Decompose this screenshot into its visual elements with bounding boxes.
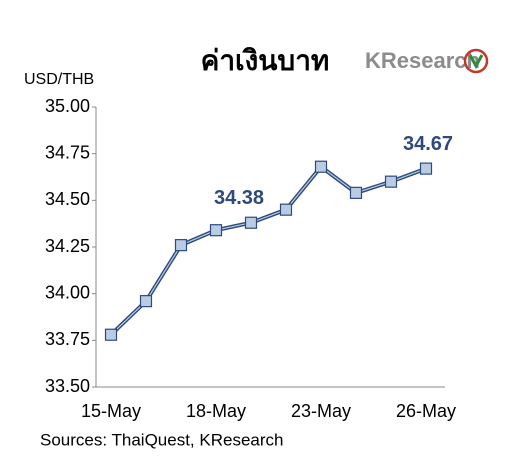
marker bbox=[279, 203, 293, 216]
y-tick-label: 33.75 bbox=[45, 329, 90, 349]
value-label: 34.67 bbox=[403, 133, 453, 155]
x-tick-label: 26-May bbox=[396, 401, 456, 421]
y-tick-label: 33.50 bbox=[45, 376, 90, 396]
marker bbox=[104, 328, 118, 341]
y-tick-label: 34.00 bbox=[45, 282, 90, 302]
marker bbox=[174, 239, 188, 252]
marker bbox=[209, 224, 223, 237]
logo: KResearch bbox=[365, 48, 480, 73]
chart-title: ค่าเงินบาท bbox=[201, 44, 330, 77]
line-shadow bbox=[109, 163, 427, 337]
marker bbox=[314, 160, 328, 173]
x-tick-label: 15-May bbox=[81, 401, 141, 421]
value-label: 34.38 bbox=[214, 187, 264, 209]
marker bbox=[244, 216, 258, 229]
x-tick-label: 18-May bbox=[186, 401, 246, 421]
marker bbox=[384, 175, 398, 188]
y-tick-label: 34.25 bbox=[45, 236, 90, 256]
y-tick-label: 35.00 bbox=[45, 96, 90, 116]
y-axis-label: USD/THB bbox=[24, 71, 94, 88]
y-tick-label: 34.75 bbox=[45, 142, 90, 162]
source: Sources: ThaiQuest, KResearch bbox=[40, 430, 283, 449]
logo-icon bbox=[463, 48, 489, 74]
marker bbox=[349, 186, 363, 199]
line bbox=[110, 165, 427, 336]
x-tick-label: 23-May bbox=[291, 401, 351, 421]
marker bbox=[419, 162, 433, 175]
marker bbox=[139, 295, 153, 308]
y-tick-label: 34.50 bbox=[45, 189, 90, 209]
